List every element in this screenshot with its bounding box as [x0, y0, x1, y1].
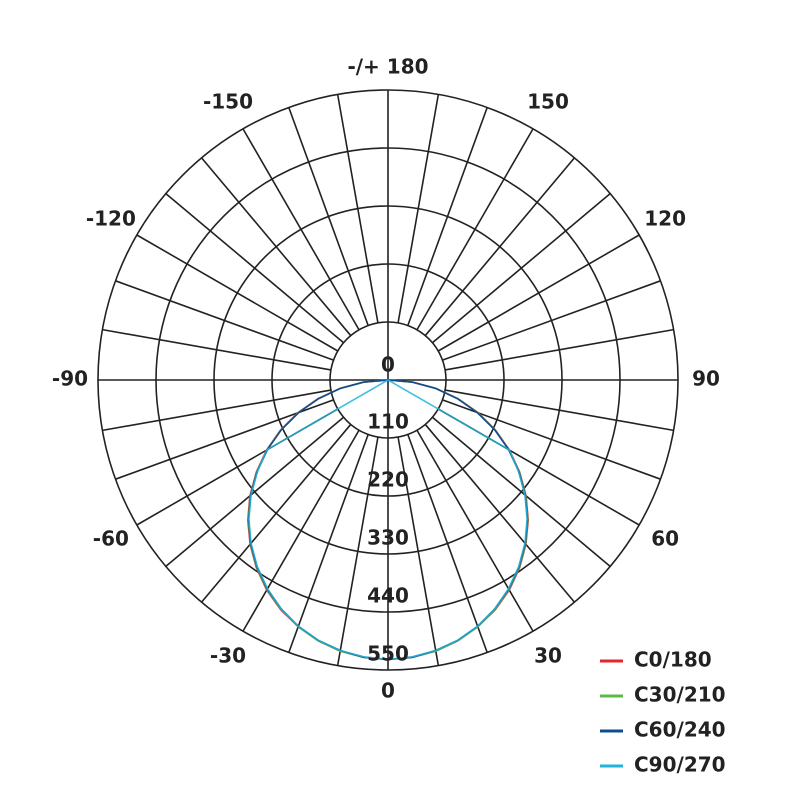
ring-circle	[213, 205, 563, 555]
radial-tick-label: 220	[367, 468, 409, 492]
angle-tick-label: -120	[86, 207, 136, 231]
radial-tick-label: 0	[381, 353, 395, 377]
angle-tick-label: 60	[651, 527, 679, 551]
legend-label: C30/210	[634, 683, 726, 707]
legend-label: C0/180	[634, 648, 712, 672]
angle-tick-label: -90	[52, 367, 88, 391]
legend-label: C60/240	[634, 718, 726, 742]
radial-tick-label: 110	[367, 410, 409, 434]
radial-tick-labels: 0 110 220 330 440 550	[367, 353, 409, 666]
angle-tick-label: 120	[644, 207, 686, 231]
angle-tick-label: 0	[381, 679, 395, 703]
ring-circle	[329, 321, 447, 439]
angle-tick-label: -30	[210, 644, 246, 668]
radial-tick-label: 440	[367, 584, 409, 608]
angle-tick-label: -150	[203, 89, 253, 113]
legend: C0/180 C30/210 C60/240 C90/270	[600, 648, 726, 777]
ring-circle	[155, 147, 621, 613]
series-curve-C90-270	[248, 379, 528, 661]
legend-label: C90/270	[634, 753, 726, 777]
ring-circle	[271, 263, 505, 497]
radial-tick-label: 330	[367, 526, 409, 550]
radial-tick-label: 550	[367, 642, 409, 666]
polar-grid	[97, 89, 679, 671]
angle-tick-label: 30	[534, 644, 562, 668]
angle-tick-label: -60	[93, 527, 129, 551]
angle-tick-labels: 0 30 60 90 120 150 -/+ 180 -150 -120 -90 -60 -30	[52, 55, 720, 703]
intensity-curves	[246, 379, 530, 661]
ring-circle	[97, 89, 679, 671]
angle-tick-label: -/+ 180	[347, 55, 428, 79]
angle-tick-label: 150	[527, 89, 569, 113]
angle-tick-label: 90	[692, 367, 720, 391]
